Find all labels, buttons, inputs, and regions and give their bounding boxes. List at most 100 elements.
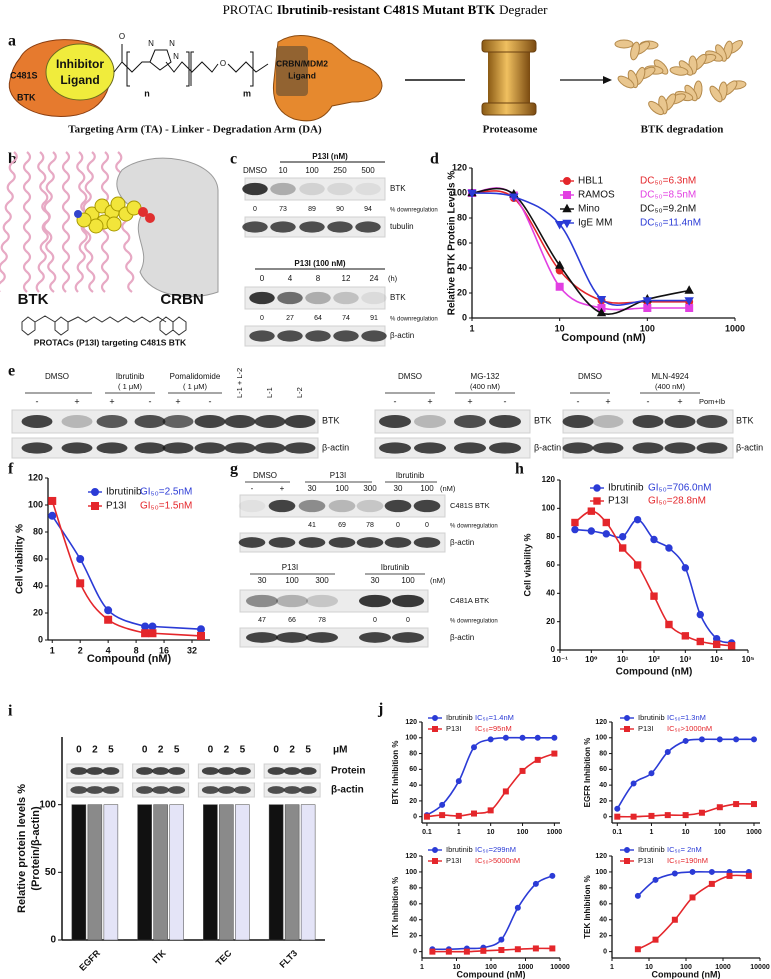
legend-label: Ibrutinib xyxy=(446,845,473,854)
marker xyxy=(630,780,637,787)
label: MG-132 xyxy=(471,372,500,381)
label: DMSO xyxy=(398,372,422,381)
fragment xyxy=(617,75,635,89)
y-axis-title: ITK Inhibition % xyxy=(391,877,400,937)
x-tick-label: 1 xyxy=(650,829,654,836)
blot-band xyxy=(102,786,120,794)
marker xyxy=(614,805,621,812)
legend-label: P13I xyxy=(446,724,461,733)
marker xyxy=(551,734,558,741)
series-line xyxy=(426,736,555,816)
blot-band xyxy=(70,786,88,794)
marker xyxy=(76,579,85,588)
label: 100 xyxy=(401,576,415,585)
series-line xyxy=(616,738,754,810)
blot-band xyxy=(96,442,128,454)
label: Targeting Arm (TA) - Linker - Degradatio… xyxy=(68,124,322,136)
blot-band xyxy=(384,537,412,548)
label: % downregulation xyxy=(390,317,438,323)
y-tick-label: 100 xyxy=(595,869,607,876)
legend-annotation: GI₅₀=28.8nM xyxy=(648,496,706,507)
atom-label: O xyxy=(119,32,125,41)
label: BTK xyxy=(534,415,552,425)
label: Ibrutinib xyxy=(381,563,410,572)
figure-title: PROTAC Ibrutinib-resistant C481S Mutant B… xyxy=(223,2,549,17)
dose-label: 0 xyxy=(142,745,148,756)
series-line xyxy=(574,510,732,647)
x-axis-title: Compound (nM) xyxy=(561,332,646,344)
crbn-ligand xyxy=(276,46,308,96)
marker xyxy=(618,544,627,552)
y-tick-label: 0 xyxy=(50,935,56,946)
helix xyxy=(61,151,71,293)
marker xyxy=(432,726,438,732)
x-tick-label: 10000 xyxy=(550,964,570,971)
label: 500 xyxy=(361,166,375,175)
blot-band xyxy=(306,632,338,643)
marker xyxy=(708,868,715,875)
x-tick-label: 1000 xyxy=(715,964,731,971)
x-tick-label: 10 xyxy=(487,829,495,836)
marker xyxy=(698,736,705,743)
blot xyxy=(374,437,531,459)
marker xyxy=(652,936,659,943)
marker xyxy=(671,916,678,923)
y-tick-label: 60 xyxy=(546,560,555,569)
x-tick-label: 10⁰ xyxy=(585,655,598,664)
y-tick-label: 120 xyxy=(452,162,467,172)
y-tick-label: 40 xyxy=(599,782,607,789)
marker xyxy=(587,507,596,515)
label: Proteasome xyxy=(483,124,538,136)
y-tick-label: 100 xyxy=(405,869,417,876)
blot-band xyxy=(277,330,303,342)
x-tick-label: 100 xyxy=(640,323,655,333)
atom-sphere xyxy=(138,207,148,217)
label: 100 xyxy=(285,576,299,585)
series-line xyxy=(51,515,202,630)
blot-band xyxy=(299,767,317,775)
panel-label: i xyxy=(8,703,13,720)
y-tick-label: 120 xyxy=(405,719,417,726)
label: 0 xyxy=(373,617,377,624)
legend-annotation: DC₅₀=8.5nM xyxy=(640,190,696,201)
blot-band xyxy=(21,415,53,428)
marker xyxy=(633,515,642,524)
legend-annotation: IC₅₀= 2nM xyxy=(667,845,702,854)
label: BTK xyxy=(390,293,406,302)
y-tick-label: 60 xyxy=(409,766,417,773)
x-tick-label: 0.1 xyxy=(422,829,432,836)
fragment xyxy=(709,85,723,103)
x-tick-label: 10 xyxy=(453,964,461,971)
blot xyxy=(244,286,386,310)
label: C481S xyxy=(10,70,38,80)
label: β-actin xyxy=(390,331,414,340)
y-tick-label: 120 xyxy=(542,475,556,484)
blot-band xyxy=(162,415,194,428)
legend-label: RAMOS xyxy=(578,190,615,201)
legend-label: Ibrutinib xyxy=(638,713,665,722)
fragment xyxy=(669,66,689,76)
label: + xyxy=(605,396,610,406)
x-tick-label: 10⁴ xyxy=(710,655,723,664)
atom-sphere xyxy=(110,196,126,212)
marker xyxy=(634,946,641,953)
blot-band xyxy=(392,632,424,643)
helix xyxy=(22,151,32,293)
panel-label: j xyxy=(377,701,383,718)
blot-band xyxy=(299,182,325,196)
x-tick-label: 1000 xyxy=(547,829,563,836)
atom-label: N xyxy=(148,39,154,48)
marker xyxy=(684,285,694,294)
blot-band xyxy=(392,594,424,608)
dose-label: 0 xyxy=(208,745,214,756)
panel-label: a xyxy=(8,33,16,50)
label: - xyxy=(504,396,507,406)
legend-label: P13I xyxy=(638,724,653,733)
label: 300 xyxy=(315,576,329,585)
y-axis-title: Relative BTK Protein Levels % xyxy=(447,171,458,316)
blot-band xyxy=(86,767,104,775)
y-tick-label: 80 xyxy=(546,532,555,541)
blot-band xyxy=(306,594,338,608)
marker xyxy=(91,488,99,496)
label: 10 xyxy=(279,166,288,175)
